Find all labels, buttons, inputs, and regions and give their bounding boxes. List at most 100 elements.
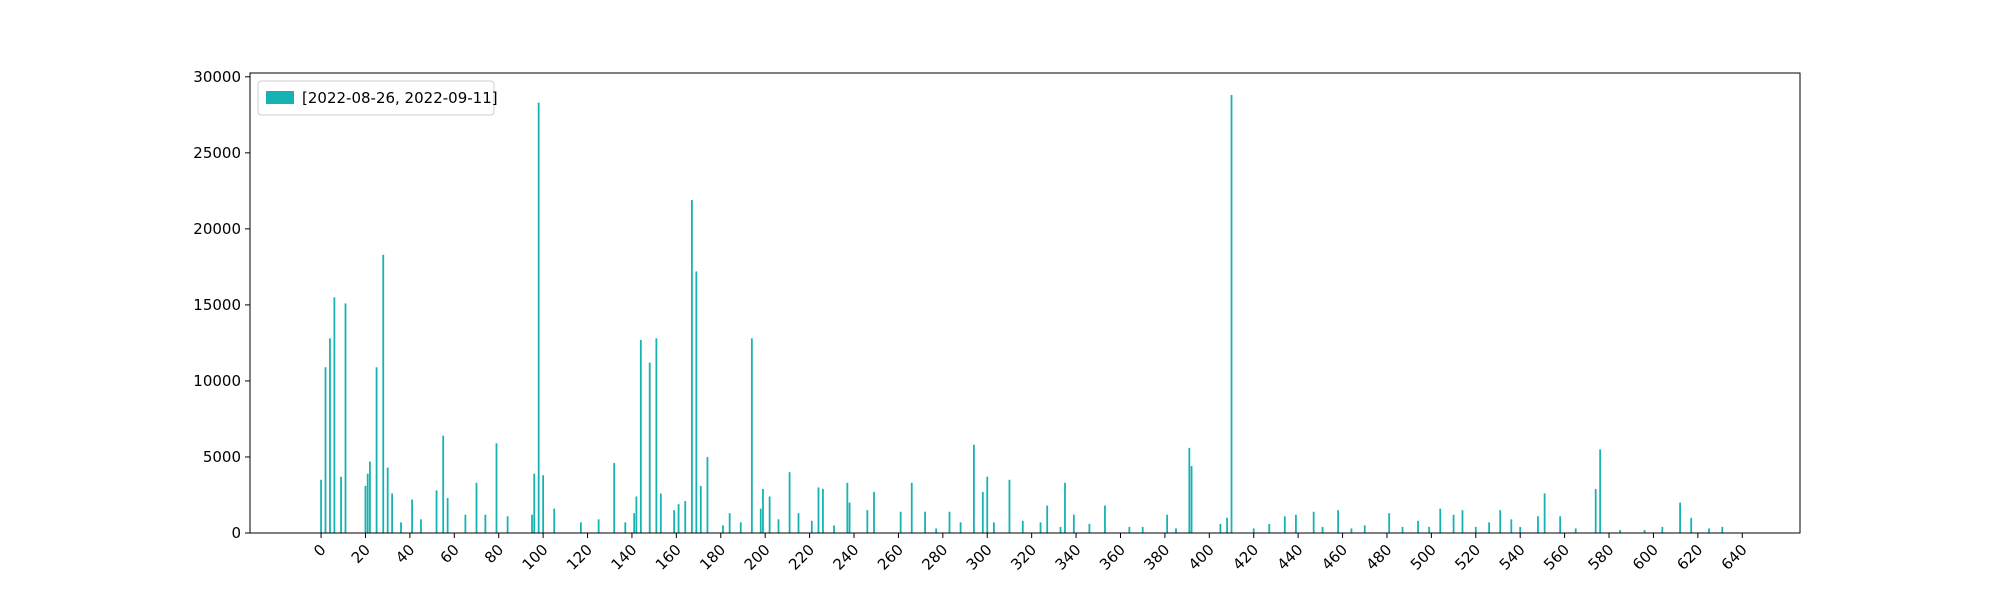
bar	[333, 297, 336, 533]
bar	[531, 514, 533, 533]
bar	[1708, 528, 1710, 533]
bar	[1268, 523, 1271, 533]
bar	[639, 339, 642, 533]
x-tick-label: 440	[1274, 541, 1307, 574]
bar	[495, 443, 498, 533]
bar	[1559, 516, 1562, 533]
bar	[1661, 526, 1664, 533]
bar	[722, 525, 724, 533]
x-tick-label: 400	[1185, 541, 1218, 574]
bar	[506, 516, 509, 533]
bar	[613, 463, 616, 533]
x-tick-label: 20	[348, 541, 374, 567]
bar	[1439, 508, 1442, 533]
x-tick-label: 500	[1407, 541, 1440, 574]
y-tick-label: 25000	[193, 144, 241, 162]
bar	[542, 475, 545, 533]
bar	[873, 491, 875, 533]
bar	[533, 473, 536, 533]
bar	[1499, 510, 1502, 533]
bar	[1690, 517, 1693, 533]
bar	[1088, 523, 1091, 533]
x-tick-label: 180	[696, 541, 729, 574]
bar	[1046, 505, 1049, 533]
bar	[691, 199, 693, 533]
x-tick-label: 0	[310, 541, 329, 560]
bar	[648, 362, 651, 533]
x-tick-label: 260	[874, 541, 907, 574]
x-tick-label: 280	[918, 541, 951, 574]
bar	[537, 102, 540, 533]
x-tick-label: 640	[1718, 541, 1751, 574]
bar	[411, 499, 414, 533]
legend-swatch	[266, 91, 294, 104]
bar	[1643, 529, 1646, 533]
x-tick-label: 380	[1140, 541, 1173, 574]
bar	[817, 487, 820, 533]
bar	[759, 508, 762, 533]
bar	[324, 367, 327, 533]
bar	[768, 496, 771, 533]
bar	[1230, 95, 1233, 533]
bar	[1175, 528, 1177, 533]
bar	[1599, 449, 1602, 533]
x-tick-label: 460	[1318, 541, 1351, 574]
bar	[1190, 466, 1193, 533]
x-tick-label: 120	[563, 541, 596, 574]
bar	[959, 522, 962, 533]
bar	[1321, 526, 1324, 533]
legend-label: [2022-08-26, 2022-09-11]	[302, 89, 498, 107]
bar	[739, 522, 742, 533]
x-tick-label: 40	[392, 541, 418, 567]
bar	[366, 473, 369, 533]
bar	[1519, 526, 1522, 533]
bar	[684, 501, 687, 533]
bar	[924, 511, 926, 533]
x-tick-label: 580	[1585, 541, 1618, 574]
bar	[993, 522, 995, 533]
x-tick-label: 200	[741, 541, 774, 574]
bar	[833, 525, 835, 533]
bar	[1594, 488, 1597, 533]
bar	[624, 522, 627, 533]
x-tick-label: 520	[1451, 541, 1484, 574]
bar	[1008, 479, 1011, 533]
bar	[935, 528, 938, 533]
bar	[981, 491, 984, 533]
bar	[1128, 526, 1131, 533]
bar	[1141, 526, 1144, 533]
x-tick-label: 560	[1540, 541, 1573, 574]
bar	[788, 472, 791, 533]
bar	[633, 513, 636, 533]
bar	[386, 467, 389, 533]
bar	[1312, 511, 1315, 533]
bar	[777, 519, 780, 533]
legend-box	[257, 80, 495, 116]
bar	[1104, 505, 1106, 533]
bar	[579, 522, 582, 533]
bar	[1188, 447, 1191, 533]
bar	[369, 461, 371, 533]
bar	[1363, 525, 1366, 533]
bar	[553, 508, 556, 533]
bar	[446, 498, 449, 533]
bar	[1543, 493, 1546, 533]
bar	[948, 511, 951, 533]
bar	[464, 514, 467, 533]
bar	[986, 476, 989, 533]
bar	[364, 485, 367, 533]
bar	[1417, 520, 1419, 533]
bar	[340, 476, 342, 533]
bar	[1619, 529, 1622, 533]
bar	[1219, 523, 1222, 533]
x-tick-label: 160	[652, 541, 685, 574]
x-tick-label: 220	[785, 541, 818, 574]
bar	[1226, 517, 1228, 533]
bar	[695, 271, 698, 533]
bar	[420, 519, 422, 533]
bar	[910, 482, 913, 533]
bar	[1039, 522, 1042, 533]
bar	[400, 522, 402, 533]
plot-frame	[249, 72, 1801, 534]
